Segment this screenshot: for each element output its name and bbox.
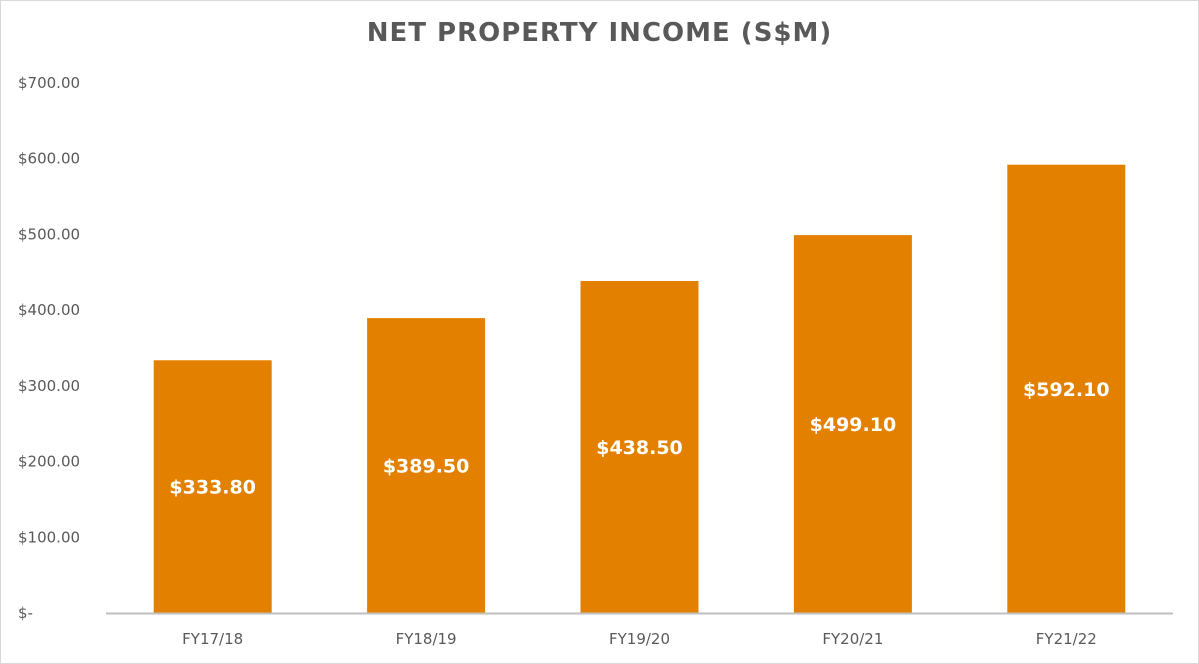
data-label: $438.50 (596, 437, 683, 459)
y-tick-label: $300.00 (18, 377, 80, 395)
y-tick-label: $500.00 (18, 225, 80, 243)
x-tick-label: FY20/21 (822, 630, 883, 648)
bar (1007, 164, 1126, 613)
y-tick-label: $400.00 (18, 301, 80, 319)
y-tick-label: $100.00 (18, 528, 80, 546)
x-tick-label: FY18/19 (396, 630, 457, 648)
y-tick-label: $700.00 (18, 74, 80, 92)
y-tick-label: $200.00 (18, 453, 80, 471)
bar (367, 318, 486, 613)
y-tick-label: $- (18, 604, 33, 622)
data-label: $333.80 (169, 477, 256, 499)
x-tick-label: FY19/20 (609, 630, 670, 648)
x-tick-label: FY17/18 (182, 630, 243, 648)
data-label: $389.50 (383, 456, 470, 478)
y-tick-label: $600.00 (18, 150, 80, 168)
bar (153, 360, 272, 613)
bar (793, 235, 912, 614)
x-tick-label: FY21/22 (1036, 630, 1097, 648)
chart-title: NET PROPERTY INCOME (S$M) (366, 18, 833, 48)
bar (580, 280, 699, 613)
data-label: $499.10 (810, 414, 897, 436)
data-label: $592.10 (1023, 379, 1110, 401)
